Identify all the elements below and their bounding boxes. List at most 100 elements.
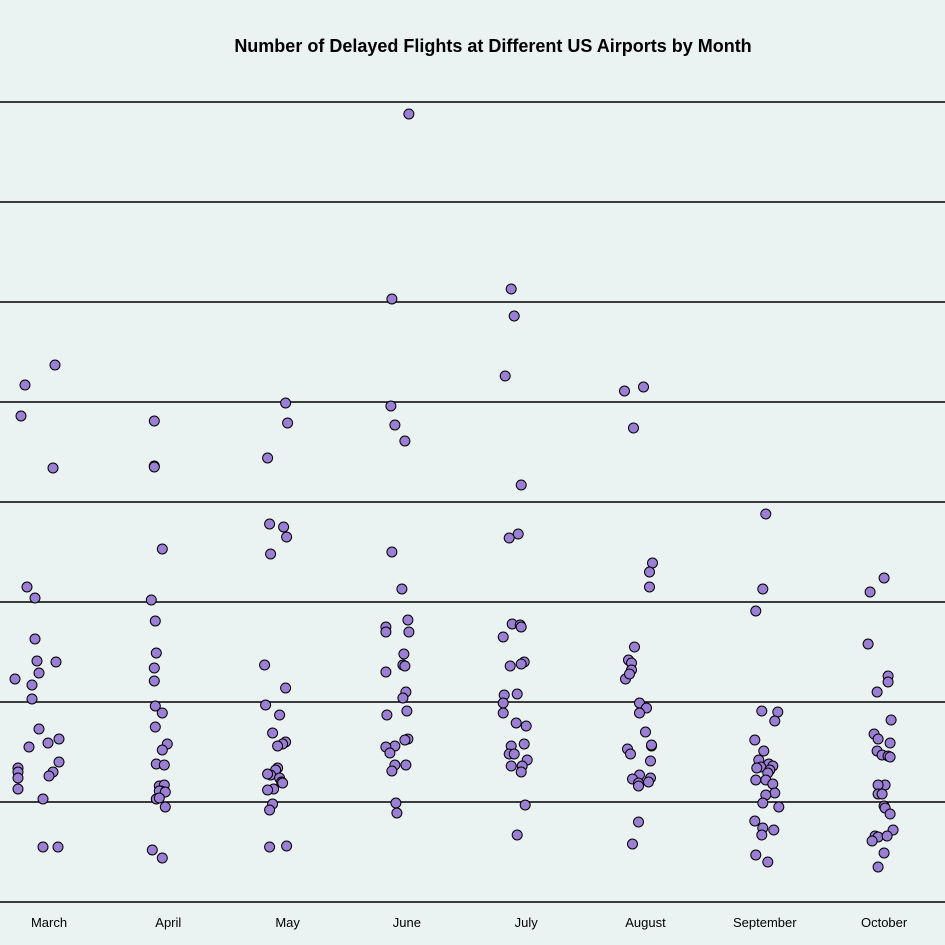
data-point [23,741,35,753]
data-point [384,747,396,759]
data-point [772,706,784,718]
data-point [260,699,272,711]
data-point [629,641,640,653]
data-point [389,419,401,431]
data-point [773,801,785,813]
data-point [520,720,532,732]
data-point [756,705,768,717]
data-point [882,676,894,688]
data-point [145,594,157,606]
data-point [403,626,415,638]
data-point [148,675,160,687]
data-point [633,780,644,792]
data-point [768,824,780,836]
data-point [767,778,779,790]
data-point [158,759,170,771]
data-point [750,774,762,786]
data-point [280,397,292,409]
data-point [146,844,158,856]
data-point [53,756,65,768]
data-point [33,667,45,679]
data-point [397,692,409,704]
data-point [386,765,398,777]
data-point [52,841,64,853]
data-point [156,543,168,555]
data-point [12,772,24,784]
data-point [504,660,516,672]
data-point [876,788,888,800]
data-point [497,631,509,643]
x-tick-label-july: July [515,915,539,930]
data-point [508,748,520,760]
data-point [9,673,21,685]
data-point [396,583,408,595]
data-point [149,721,161,733]
data-point [386,546,398,558]
data-point [50,656,62,668]
data-point [281,531,293,543]
data-point [769,715,781,727]
data-point [644,581,655,593]
data-point [280,682,292,694]
data-point [749,734,761,746]
gridlines [0,101,945,903]
x-tick-label-september: September [733,915,797,930]
data-point [878,847,890,859]
data-point [762,856,774,868]
data-point [264,804,276,816]
data-point [508,310,520,322]
x-tick-label-march: March [31,915,67,930]
data-point [757,583,769,595]
data-point [515,658,527,670]
data-point [262,784,274,796]
data-point [750,849,762,861]
data-point [515,621,527,633]
data-point [150,647,162,659]
data-point [511,829,523,841]
data-point [29,592,41,604]
data-point [380,666,392,678]
data-point [153,792,165,804]
data-point [757,797,769,809]
data-point [156,852,168,864]
data-point [644,566,655,578]
data-point [758,745,770,757]
data-point [884,737,896,749]
data-point [380,626,392,638]
data-point [42,737,54,749]
data-point [265,548,277,560]
data-point [29,633,41,645]
data-point [262,452,274,464]
data-point [15,410,27,422]
data-point [633,816,644,828]
data-point [503,532,515,544]
data-point [640,726,651,738]
x-tick-labels: March April May June July August September Octo… [31,915,908,930]
data-point [386,293,398,305]
data-points [9,108,899,873]
data-point [627,838,638,850]
data-point [148,461,160,473]
data-point [647,557,658,569]
data-point [274,709,286,721]
data-point [750,605,762,617]
data-point [643,776,654,788]
data-point [399,435,411,447]
data-point [749,815,761,827]
data-point [872,861,884,873]
data-point [37,841,49,853]
data-point [872,733,884,745]
x-tick-label-june: June [393,915,421,930]
data-point [149,615,161,627]
data-point [862,638,874,650]
data-point [156,707,168,719]
data-point [864,586,876,598]
data-point [878,572,890,584]
data-point [385,400,397,412]
data-point [884,808,896,820]
data-point [871,686,883,698]
data-point [497,707,509,719]
data-point [264,518,276,530]
